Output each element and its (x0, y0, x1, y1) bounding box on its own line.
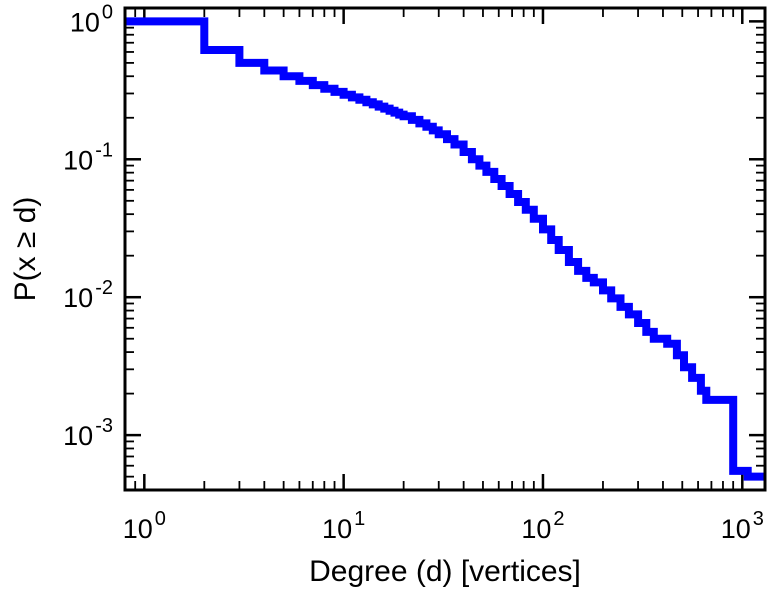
y-tick-label: 10 -3 (63, 415, 113, 451)
y-axis-title: P(x ≥ d) (9, 196, 42, 302)
x-tick-label: 10 2 (521, 508, 564, 544)
y-tick-label: 10 0 (70, 1, 113, 37)
x-tick-label: 10 1 (322, 508, 365, 544)
ccdf-curve (125, 17, 765, 481)
x-tick-label: 10 0 (123, 508, 166, 544)
plot-border (123, 6, 767, 492)
y-tick-label: 10 -2 (63, 277, 113, 313)
x-axis-title: Degree (d) [vertices] (309, 555, 581, 588)
y-tick-label: 10 -1 (63, 139, 113, 175)
x-tick-label: 10 3 (721, 508, 764, 544)
